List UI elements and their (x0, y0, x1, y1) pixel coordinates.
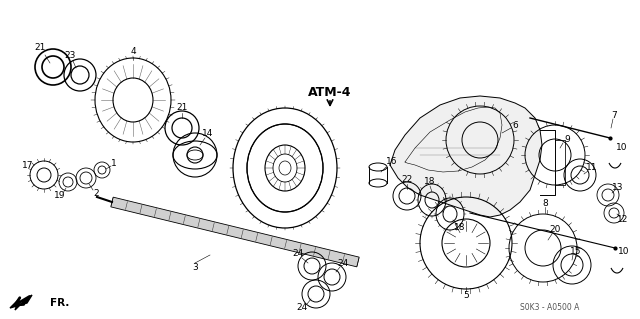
Text: 3: 3 (192, 263, 198, 272)
Text: 21: 21 (35, 43, 45, 53)
Text: 22: 22 (401, 175, 413, 184)
Text: 7: 7 (611, 110, 617, 120)
Text: 20: 20 (549, 226, 561, 234)
Text: 6: 6 (512, 121, 518, 130)
Text: 13: 13 (612, 183, 624, 192)
Text: 17: 17 (22, 160, 34, 169)
Text: 19: 19 (54, 191, 66, 201)
Text: 9: 9 (564, 136, 570, 145)
Text: 18: 18 (424, 177, 436, 187)
Text: 16: 16 (387, 158, 397, 167)
Text: S0K3 - A0500 A: S0K3 - A0500 A (520, 303, 579, 313)
Text: 10: 10 (616, 144, 628, 152)
Text: 18: 18 (454, 224, 466, 233)
Text: FR.: FR. (50, 298, 69, 308)
Text: 23: 23 (64, 50, 76, 60)
Text: 1: 1 (111, 159, 117, 167)
Text: 11: 11 (586, 164, 598, 173)
Text: ATM-4: ATM-4 (308, 85, 352, 99)
Text: 4: 4 (130, 48, 136, 56)
Polygon shape (390, 96, 542, 217)
Text: 15: 15 (570, 248, 582, 256)
Polygon shape (111, 197, 359, 267)
Text: 8: 8 (542, 198, 548, 207)
Text: 24: 24 (292, 249, 303, 258)
Text: 24: 24 (296, 302, 308, 311)
Text: 2: 2 (93, 189, 99, 197)
Text: 14: 14 (202, 129, 214, 137)
Text: 10: 10 (618, 248, 630, 256)
Text: 24: 24 (337, 259, 349, 269)
Text: 21: 21 (176, 103, 188, 113)
Text: 5: 5 (463, 291, 469, 300)
Text: 12: 12 (618, 216, 628, 225)
Polygon shape (10, 295, 32, 310)
